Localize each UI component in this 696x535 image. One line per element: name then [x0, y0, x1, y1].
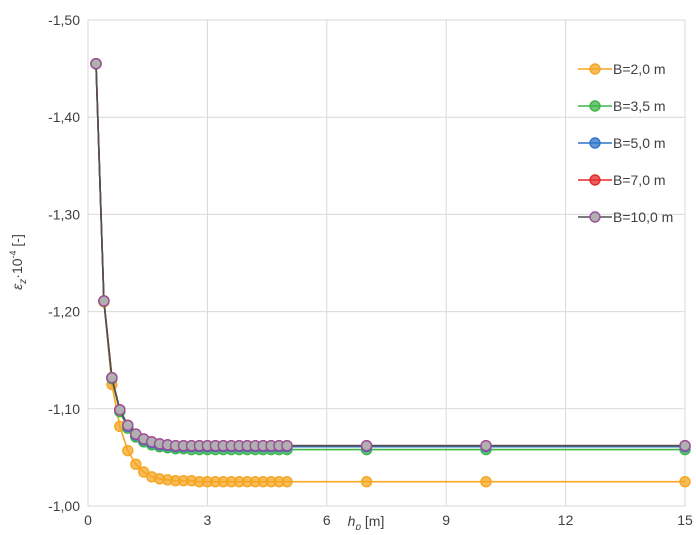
series-line: [95, 63, 685, 483]
y-axis-label-unit: [-]: [9, 234, 25, 250]
series-1: [90, 58, 691, 488]
legend-label: B=10,0 m: [613, 209, 673, 225]
legend-label: B=2,0 m: [613, 61, 666, 77]
series-line: [95, 63, 685, 447]
data-point: [281, 476, 293, 488]
y-axis-label-multiplier: ·10: [9, 258, 25, 278]
y-axis-label: εz·10-4 [-]: [8, 234, 29, 290]
series-line: [95, 63, 685, 447]
data-point: [480, 440, 492, 452]
data-point: [98, 295, 110, 307]
legend: B=2,0 m B=3,5 m B=5,0 m B=7,0 m B=10,0 m: [578, 61, 673, 225]
data-point: [122, 444, 134, 457]
y-axis-label-symbol: ε: [9, 283, 25, 290]
x-tick-label: 0: [84, 512, 92, 528]
x-tick-label: 3: [204, 512, 212, 528]
legend-label: B=3,5 m: [613, 98, 666, 114]
data-point: [122, 419, 134, 431]
legend-item: B=2,0 m: [578, 61, 666, 77]
x-tick-label: 9: [442, 512, 450, 528]
legend-label: B=7,0 m: [613, 172, 666, 188]
y-tick-label: -1,50: [48, 12, 80, 28]
legend-marker: [589, 100, 601, 112]
x-axis-label: hp [m]: [348, 513, 385, 530]
y-tick-label: -1,00: [48, 498, 80, 514]
data-point: [679, 476, 691, 488]
x-axis-label-symbol: h: [348, 513, 356, 529]
y-axis-label-subscript: z: [18, 279, 29, 285]
y-axis-ticks: -1,00 -1,10 -1,20 -1,30 -1,40 -1,50: [48, 12, 80, 514]
legend-marker: [589, 63, 601, 75]
data-point: [130, 458, 142, 470]
x-tick-label: 15: [677, 512, 693, 528]
data-point: [480, 476, 492, 488]
grid: [87, 19, 686, 507]
data-point: [106, 372, 118, 384]
legend-label: B=5,0 m: [613, 135, 666, 151]
data-point: [281, 440, 293, 452]
series-5: [90, 58, 691, 452]
data-point: [360, 476, 373, 488]
y-tick-label: -1,30: [48, 206, 80, 222]
data-point: [90, 58, 102, 70]
x-axis-label-unit: [m]: [361, 513, 384, 529]
y-tick-label: -1,10: [48, 401, 80, 417]
x-tick-label: 12: [558, 512, 574, 528]
series-line: [95, 63, 685, 448]
y-axis-label-exponent: -4: [8, 250, 18, 258]
series-2: [90, 58, 691, 456]
y-tick-label: -1,20: [48, 304, 80, 320]
data-point: [114, 404, 126, 416]
plot-area: [90, 58, 691, 488]
legend-item: B=10,0 m: [578, 209, 673, 225]
legend-marker: [589, 211, 601, 223]
data-point: [360, 440, 373, 452]
x-axis-ticks: 0 3 6 9 12 15: [84, 512, 693, 528]
x-axis-label-subscript: p: [354, 522, 361, 530]
legend-marker: [589, 174, 601, 186]
legend-marker: [589, 137, 601, 149]
y-tick-label: -1,40: [48, 109, 80, 125]
legend-item: B=3,5 m: [578, 98, 666, 114]
data-point: [679, 440, 691, 452]
x-tick-label: 6: [323, 512, 331, 528]
legend-item: B=5,0 m: [578, 135, 666, 151]
series-line: [95, 63, 685, 451]
legend-item: B=7,0 m: [578, 172, 666, 188]
